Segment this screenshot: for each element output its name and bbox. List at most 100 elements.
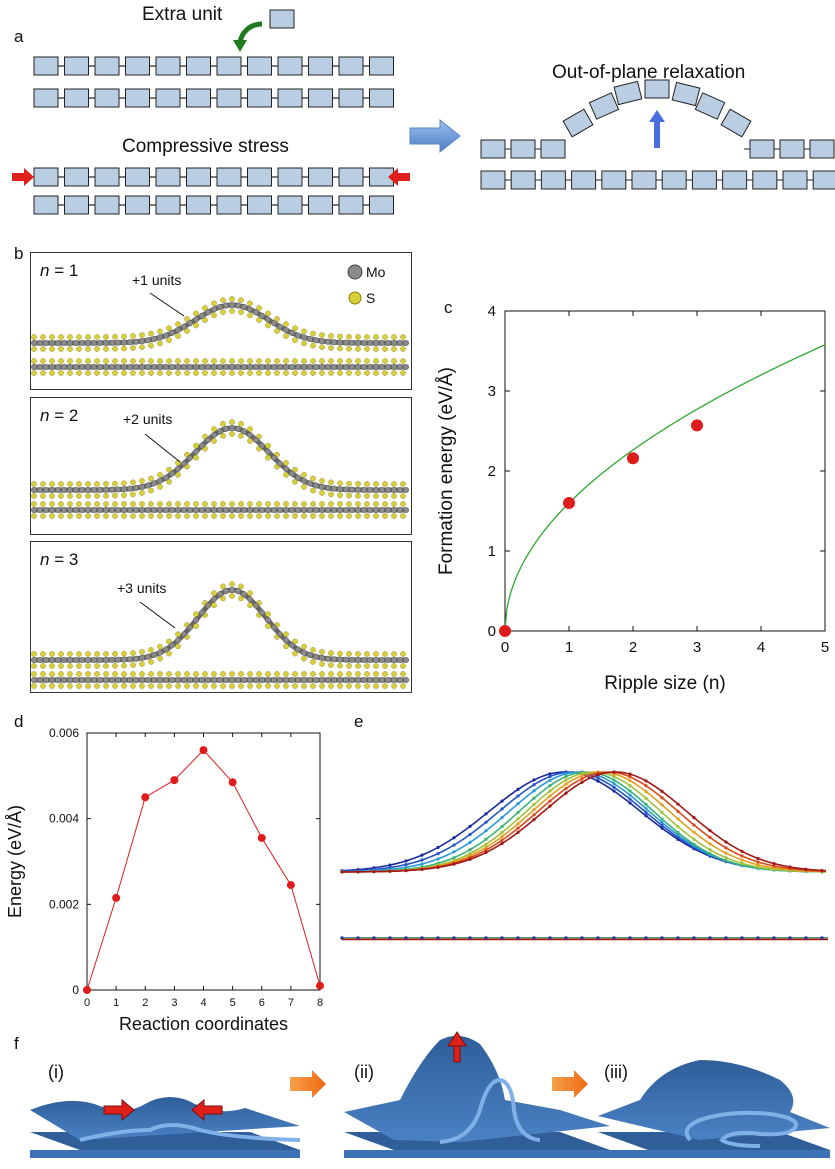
flat-node bbox=[548, 936, 552, 940]
mo-atom bbox=[144, 364, 151, 371]
panel-label-c: c bbox=[444, 298, 453, 317]
pathway-node bbox=[580, 780, 584, 784]
s-atom bbox=[76, 493, 82, 499]
s-atom bbox=[328, 671, 334, 677]
s-atom bbox=[31, 346, 37, 352]
pathway-node bbox=[372, 870, 376, 874]
y-tick-label: 0.002 bbox=[49, 897, 79, 911]
mo-atom bbox=[277, 507, 284, 514]
mo-atom bbox=[355, 486, 362, 493]
s-atom bbox=[58, 493, 64, 499]
mo-atom bbox=[295, 364, 302, 371]
mo-atom bbox=[397, 364, 404, 371]
mo-atom bbox=[90, 339, 97, 346]
s-atom bbox=[31, 513, 37, 519]
mo-atom bbox=[379, 656, 386, 663]
mo-atom bbox=[313, 507, 320, 514]
s-atom bbox=[391, 346, 397, 352]
s-atom bbox=[382, 346, 388, 352]
row1-units-label: +1 units bbox=[132, 272, 182, 288]
pathway-node bbox=[516, 822, 520, 826]
pathway-node bbox=[708, 828, 712, 833]
mo-atom bbox=[84, 507, 91, 514]
s-atom bbox=[364, 346, 370, 352]
mo-atom bbox=[403, 486, 410, 493]
mo-atom bbox=[367, 339, 374, 346]
n-symbol: n bbox=[40, 550, 50, 569]
pathway-node bbox=[516, 830, 520, 834]
s-atom bbox=[40, 671, 46, 677]
s-atom bbox=[292, 501, 298, 507]
s-atom bbox=[229, 370, 235, 376]
s-atom bbox=[40, 334, 46, 340]
pathway-node bbox=[516, 810, 520, 815]
s-atom bbox=[364, 358, 370, 364]
chain-unit bbox=[369, 195, 394, 215]
mo-atom bbox=[126, 485, 133, 492]
s-atom bbox=[40, 663, 46, 669]
pathway-node bbox=[756, 863, 760, 867]
pathway-node bbox=[516, 826, 520, 830]
x-tick-label: 2 bbox=[142, 997, 148, 1009]
s-atom bbox=[220, 683, 226, 689]
s-atom bbox=[220, 595, 226, 602]
mo-atom bbox=[319, 507, 326, 514]
s-atom bbox=[193, 671, 199, 677]
mo-atom bbox=[325, 484, 332, 491]
s-atom bbox=[364, 513, 370, 519]
mo-atom bbox=[331, 485, 338, 492]
mo-atom bbox=[55, 364, 62, 371]
row3-n-label: n = 3 bbox=[40, 550, 78, 570]
s-atom bbox=[256, 671, 262, 677]
mo-atom bbox=[397, 677, 404, 684]
s-atom bbox=[292, 671, 298, 677]
mo-atom bbox=[240, 507, 247, 514]
pathway-node bbox=[452, 856, 456, 860]
s-atom bbox=[157, 501, 163, 507]
pathway-node bbox=[436, 857, 440, 861]
pathway-node bbox=[772, 864, 776, 868]
mo-atom bbox=[204, 602, 211, 609]
mo-atom bbox=[132, 364, 139, 371]
data-point bbox=[316, 981, 324, 990]
s-atom bbox=[58, 683, 64, 689]
s-atom bbox=[157, 370, 163, 376]
s-atom bbox=[382, 513, 388, 519]
s-atom bbox=[31, 358, 37, 364]
s-atom bbox=[319, 332, 325, 338]
mo-atom bbox=[84, 339, 91, 346]
s-atom bbox=[301, 671, 307, 677]
pathway-node bbox=[628, 789, 632, 793]
s-atom bbox=[130, 513, 136, 519]
pathway-node bbox=[388, 869, 392, 873]
x-tick-label: 8 bbox=[317, 997, 323, 1009]
x-tick-label: 2 bbox=[629, 639, 637, 656]
pathway-node bbox=[724, 858, 728, 863]
y-tick-label: 1 bbox=[488, 543, 496, 560]
s-atom bbox=[58, 671, 64, 677]
s-atom bbox=[166, 671, 172, 677]
s-atom bbox=[400, 334, 406, 340]
s-atom bbox=[175, 671, 181, 677]
mo-atom bbox=[78, 677, 85, 684]
s-atom bbox=[148, 513, 154, 519]
y-axis-label: Energy (eV/Å) bbox=[5, 805, 25, 918]
mo-atom bbox=[192, 507, 199, 514]
mo-atom bbox=[66, 486, 73, 493]
s-atom bbox=[364, 334, 370, 340]
pathway-node bbox=[564, 778, 568, 782]
s-atom bbox=[166, 478, 172, 485]
s-atom bbox=[238, 309, 244, 315]
s-atom bbox=[103, 671, 109, 677]
mo-atom bbox=[373, 507, 380, 514]
pathway-node bbox=[452, 843, 456, 847]
mo-atom bbox=[102, 339, 109, 346]
s-atom bbox=[238, 297, 244, 303]
s-atom bbox=[220, 501, 226, 507]
mo-atom bbox=[252, 436, 259, 443]
mo-atom bbox=[234, 425, 241, 432]
mo-atom bbox=[301, 477, 308, 484]
s-atom bbox=[256, 317, 262, 323]
pathway-node bbox=[548, 804, 552, 808]
s-atom bbox=[364, 501, 370, 507]
